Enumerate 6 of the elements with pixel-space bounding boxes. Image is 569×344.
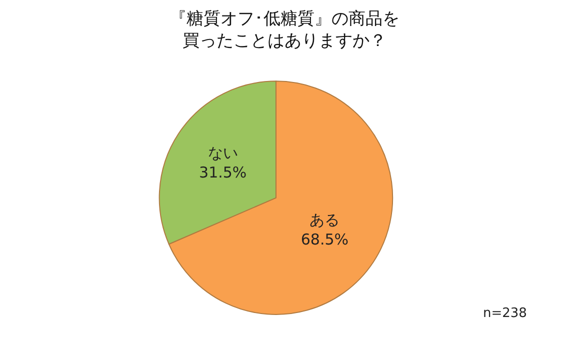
slice-label: ない bbox=[208, 144, 238, 162]
chart-title: 『糖質オフ･低糖質』の商品を買ったことはありますか？ bbox=[170, 9, 400, 52]
slice-label: ある bbox=[310, 211, 340, 230]
data-label: 68.5% bbox=[300, 230, 349, 249]
text: n=238 bbox=[483, 306, 527, 321]
data-label: 31.5% bbox=[199, 164, 247, 182]
